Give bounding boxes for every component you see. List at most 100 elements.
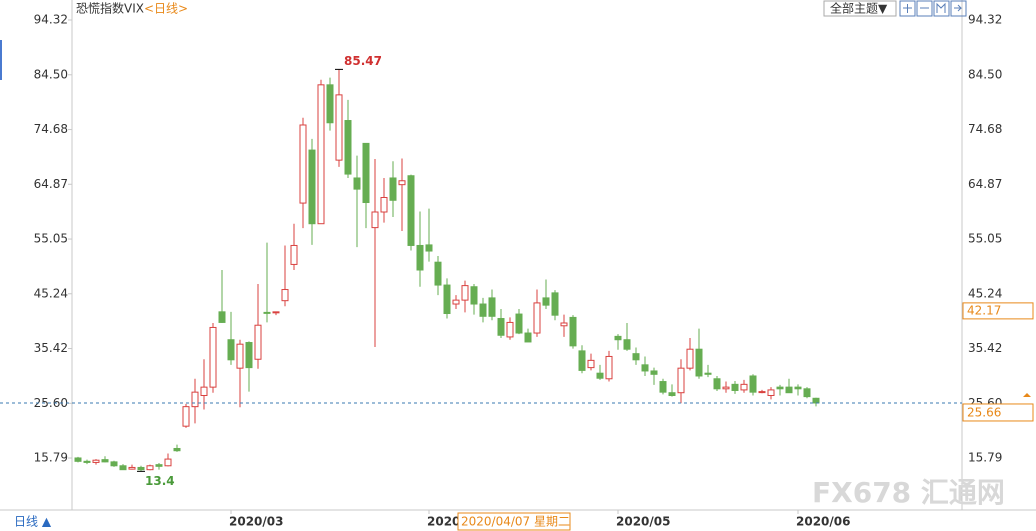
candle-body xyxy=(236,343,244,369)
candle-body xyxy=(371,211,379,229)
candle-body xyxy=(776,386,784,390)
candle-body xyxy=(767,389,775,396)
candle-body xyxy=(290,244,298,265)
candle-body xyxy=(713,378,721,390)
y2-tick-label: 74.68 xyxy=(968,122,1002,136)
candle-body xyxy=(704,372,712,375)
candle-body xyxy=(263,311,271,314)
y-tick-label: 15.79 xyxy=(34,451,68,465)
candle-body xyxy=(191,391,199,408)
y-tick-label: 84.50 xyxy=(34,67,68,81)
watermark: FX678 汇通网 xyxy=(812,476,1005,509)
candle-body xyxy=(101,459,109,463)
candle-body xyxy=(695,348,703,377)
theme-button[interactable] xyxy=(823,0,897,17)
y2-tick-label: 35.42 xyxy=(968,341,1002,355)
candle-body xyxy=(740,383,748,391)
candle-body xyxy=(245,342,253,369)
candle-body xyxy=(281,289,289,302)
crosshair-y-label: 42.17 xyxy=(967,303,1001,317)
candle-body xyxy=(785,386,793,394)
candle-body xyxy=(551,292,559,316)
crosshair-x-label: 2020/04/07 星期二 xyxy=(461,515,570,529)
toolbar-icons xyxy=(903,2,963,13)
y2-tick-label: 45.24 xyxy=(968,286,1002,300)
last-price-arrow xyxy=(1023,392,1031,397)
candle-body xyxy=(416,244,424,271)
theme-button-label[interactable]: 全部主题▼ xyxy=(830,1,888,16)
candle-body xyxy=(488,297,496,317)
candle-body xyxy=(164,458,172,467)
crosshair-y-box xyxy=(962,302,1034,320)
candle-body xyxy=(308,149,316,225)
candle-body xyxy=(596,372,604,379)
candle-body xyxy=(758,391,766,394)
candle-body xyxy=(479,303,487,317)
candle-body xyxy=(299,124,307,204)
candle-body xyxy=(110,461,118,467)
candle-body xyxy=(200,386,208,396)
candle-body xyxy=(560,322,568,327)
last-price-box xyxy=(962,403,1034,422)
candle-body xyxy=(173,447,181,452)
candle-body xyxy=(92,459,100,463)
candle-body xyxy=(443,284,451,315)
candle-body xyxy=(407,175,415,246)
y-tick-label: 74.68 xyxy=(34,122,68,136)
candle-body xyxy=(434,261,442,286)
candle-body xyxy=(524,332,532,343)
y2-tick-label: 84.50 xyxy=(968,67,1002,81)
candle-body xyxy=(218,311,226,323)
crosshair-x-box xyxy=(457,512,571,531)
candle-body xyxy=(326,84,334,124)
candle-body xyxy=(380,196,388,213)
candle-body xyxy=(515,313,523,334)
candle-body xyxy=(353,177,361,190)
candle-body xyxy=(254,324,262,360)
plot-layer: 94.32 94.32 84.50 84.50 74.68 74.68 64.87 64.87… xyxy=(0,13,1034,531)
move-left-button[interactable] xyxy=(933,0,950,17)
candle-body xyxy=(227,339,235,361)
max-label: 85.47 xyxy=(344,54,382,68)
candle-body xyxy=(182,406,190,427)
candle-body xyxy=(506,321,514,338)
candle-body xyxy=(812,397,820,404)
zoom-out-button[interactable] xyxy=(916,0,933,17)
candle-body xyxy=(83,460,91,463)
x-tick-label: 2020/06 xyxy=(796,515,850,529)
candle-body xyxy=(155,464,163,467)
zoom-in-button[interactable] xyxy=(899,0,916,17)
period-toggle[interactable]: 日线 ▲ xyxy=(14,515,52,529)
candle-body xyxy=(344,120,352,175)
candle-body xyxy=(641,364,649,372)
candle-body xyxy=(605,355,613,380)
candle-body xyxy=(452,299,460,305)
candle-body xyxy=(425,244,433,252)
candle-body xyxy=(146,465,154,471)
candle-body xyxy=(128,466,136,470)
candle-body xyxy=(659,381,667,393)
candle-body xyxy=(398,180,406,186)
y2-tick-label: 64.87 xyxy=(968,177,1002,191)
y-tick-label: 94.32 xyxy=(34,13,68,27)
candle-body xyxy=(650,370,658,375)
chart-title: 恐慌指数VIX xyxy=(76,1,144,16)
candle-body xyxy=(623,339,631,350)
candle-body xyxy=(209,326,217,388)
period-label: <日线> xyxy=(144,2,188,16)
candle-body xyxy=(389,177,397,201)
candle-body xyxy=(686,348,694,369)
move-right-button[interactable] xyxy=(950,0,967,17)
candle-body xyxy=(569,316,577,347)
candle-body xyxy=(578,350,586,371)
y2-tick-label: 94.32 xyxy=(968,13,1002,27)
last-price-label: 25.66 xyxy=(967,405,1001,419)
candle-body xyxy=(749,375,757,393)
candle-body xyxy=(470,286,478,305)
candle-body xyxy=(677,367,685,394)
candle-body xyxy=(362,142,370,204)
candle-body xyxy=(587,359,595,369)
candle-body xyxy=(722,386,730,390)
candle-body xyxy=(668,392,676,396)
